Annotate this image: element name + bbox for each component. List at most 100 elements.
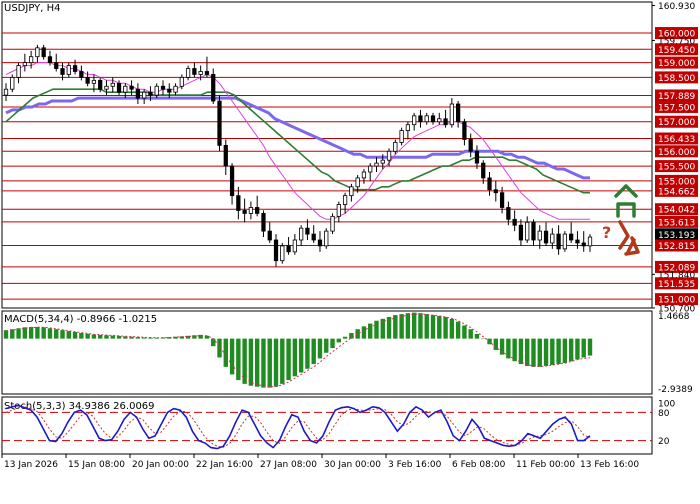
candle-body (16, 65, 21, 78)
candle-body (386, 150, 392, 161)
macd-bar (298, 338, 304, 373)
macd-bar (455, 321, 461, 339)
macd-bar (236, 338, 241, 381)
macd-bar (474, 333, 480, 339)
question-mark: ? (602, 223, 611, 242)
macd-bar (242, 338, 247, 384)
macd-bar (211, 338, 216, 347)
macd-bar (116, 335, 122, 339)
macd-bar (110, 335, 115, 339)
candle-body (399, 130, 404, 143)
candle-body (135, 88, 140, 99)
level-price-badge (655, 71, 698, 84)
candle-body (154, 85, 159, 96)
macd-bar (229, 338, 235, 375)
candle-body (361, 171, 367, 179)
macd-bar (54, 329, 59, 339)
stoch-d-line (5, 406, 591, 448)
time-tick-label: 22 Jan 16:00 (196, 460, 253, 470)
macd-bar (79, 332, 84, 339)
candle-body (468, 139, 473, 152)
price-tick-label: 159.450 (658, 46, 695, 56)
macd-bar (462, 325, 467, 339)
time-axis: 13 Jan 2026 15 Jan 08:00 20 Jan 00:00 22 Ja… (1, 454, 639, 470)
level-price-badge (655, 184, 698, 197)
macd-frame (1, 310, 653, 395)
candle-body (28, 56, 34, 64)
candle-body (575, 239, 580, 244)
arrow-up-icon (614, 184, 638, 218)
macd-tick-label: -2.9389 (658, 385, 693, 395)
candle-body (217, 100, 222, 146)
macd-bar (506, 338, 511, 359)
candle-body (242, 210, 247, 214)
macd-signal-line (5, 313, 591, 388)
stoch-tick-label: 100 (658, 400, 675, 410)
candle-body (299, 227, 304, 241)
macd-bar (28, 326, 34, 339)
candle-body (531, 221, 536, 241)
macd-bar (72, 332, 78, 339)
macd-bar (430, 315, 436, 339)
macd-bar (342, 336, 348, 339)
price-tick-label: 155.500 (658, 163, 695, 173)
candle-body (10, 76, 15, 90)
candle-body (142, 91, 147, 99)
candle-body (47, 56, 53, 64)
macd-bar (374, 320, 379, 339)
price-tick-label: 151.840 (658, 271, 695, 281)
candle-body (330, 215, 335, 232)
candle-body (456, 103, 461, 123)
candle-body (380, 159, 385, 164)
candle-body (405, 124, 411, 132)
candle-body (336, 204, 341, 217)
candle-body (518, 224, 524, 241)
candle-body (581, 242, 586, 247)
macd-bar (141, 337, 147, 339)
level-price-badge (655, 56, 698, 69)
candle-body (311, 233, 316, 241)
candle-body (198, 71, 203, 75)
ma-fast-line (5, 62, 590, 220)
candle-body (481, 162, 486, 179)
current-price-badge (655, 228, 698, 241)
price-tick-label: 155.000 (658, 177, 695, 187)
price-tick-label: 156.000 (658, 148, 695, 158)
macd-bar (60, 330, 65, 339)
price-tick-label: 152.089 (658, 263, 695, 273)
candle-body (41, 47, 46, 58)
macd-bar (16, 328, 21, 339)
candle-body (499, 192, 505, 208)
stoch-frame (1, 396, 653, 455)
candle-body (587, 236, 593, 247)
price-tick-label: 156.433 (658, 135, 695, 145)
candle-body (79, 71, 84, 78)
level-price-badge (655, 239, 698, 252)
candle-body (110, 82, 115, 87)
level-price-badge (655, 145, 698, 158)
macd-bar (493, 338, 499, 350)
macd-bar (254, 338, 260, 387)
level-price-badge (655, 293, 698, 306)
macd-bar (10, 329, 15, 339)
macd-bar (192, 335, 197, 339)
macd-bar (443, 316, 448, 339)
candle-body (66, 65, 71, 75)
macd-bar (556, 338, 561, 365)
level-price-badge (655, 203, 698, 216)
candle-body (368, 165, 373, 173)
stoch-tick-label: 80 (658, 409, 670, 419)
candle-body (543, 230, 549, 244)
level-price-badge (655, 277, 698, 290)
macd-bar (525, 338, 530, 366)
candle-body (474, 150, 480, 164)
macd-bar (311, 338, 316, 365)
arrow-down-icon (618, 220, 640, 256)
macd-bar (261, 338, 266, 388)
price-levels (2, 32, 652, 300)
price-tick-label: 154.662 (658, 187, 695, 197)
level-price-badge (655, 100, 698, 113)
time-tick-label: 15 Jan 08:00 (68, 460, 125, 470)
